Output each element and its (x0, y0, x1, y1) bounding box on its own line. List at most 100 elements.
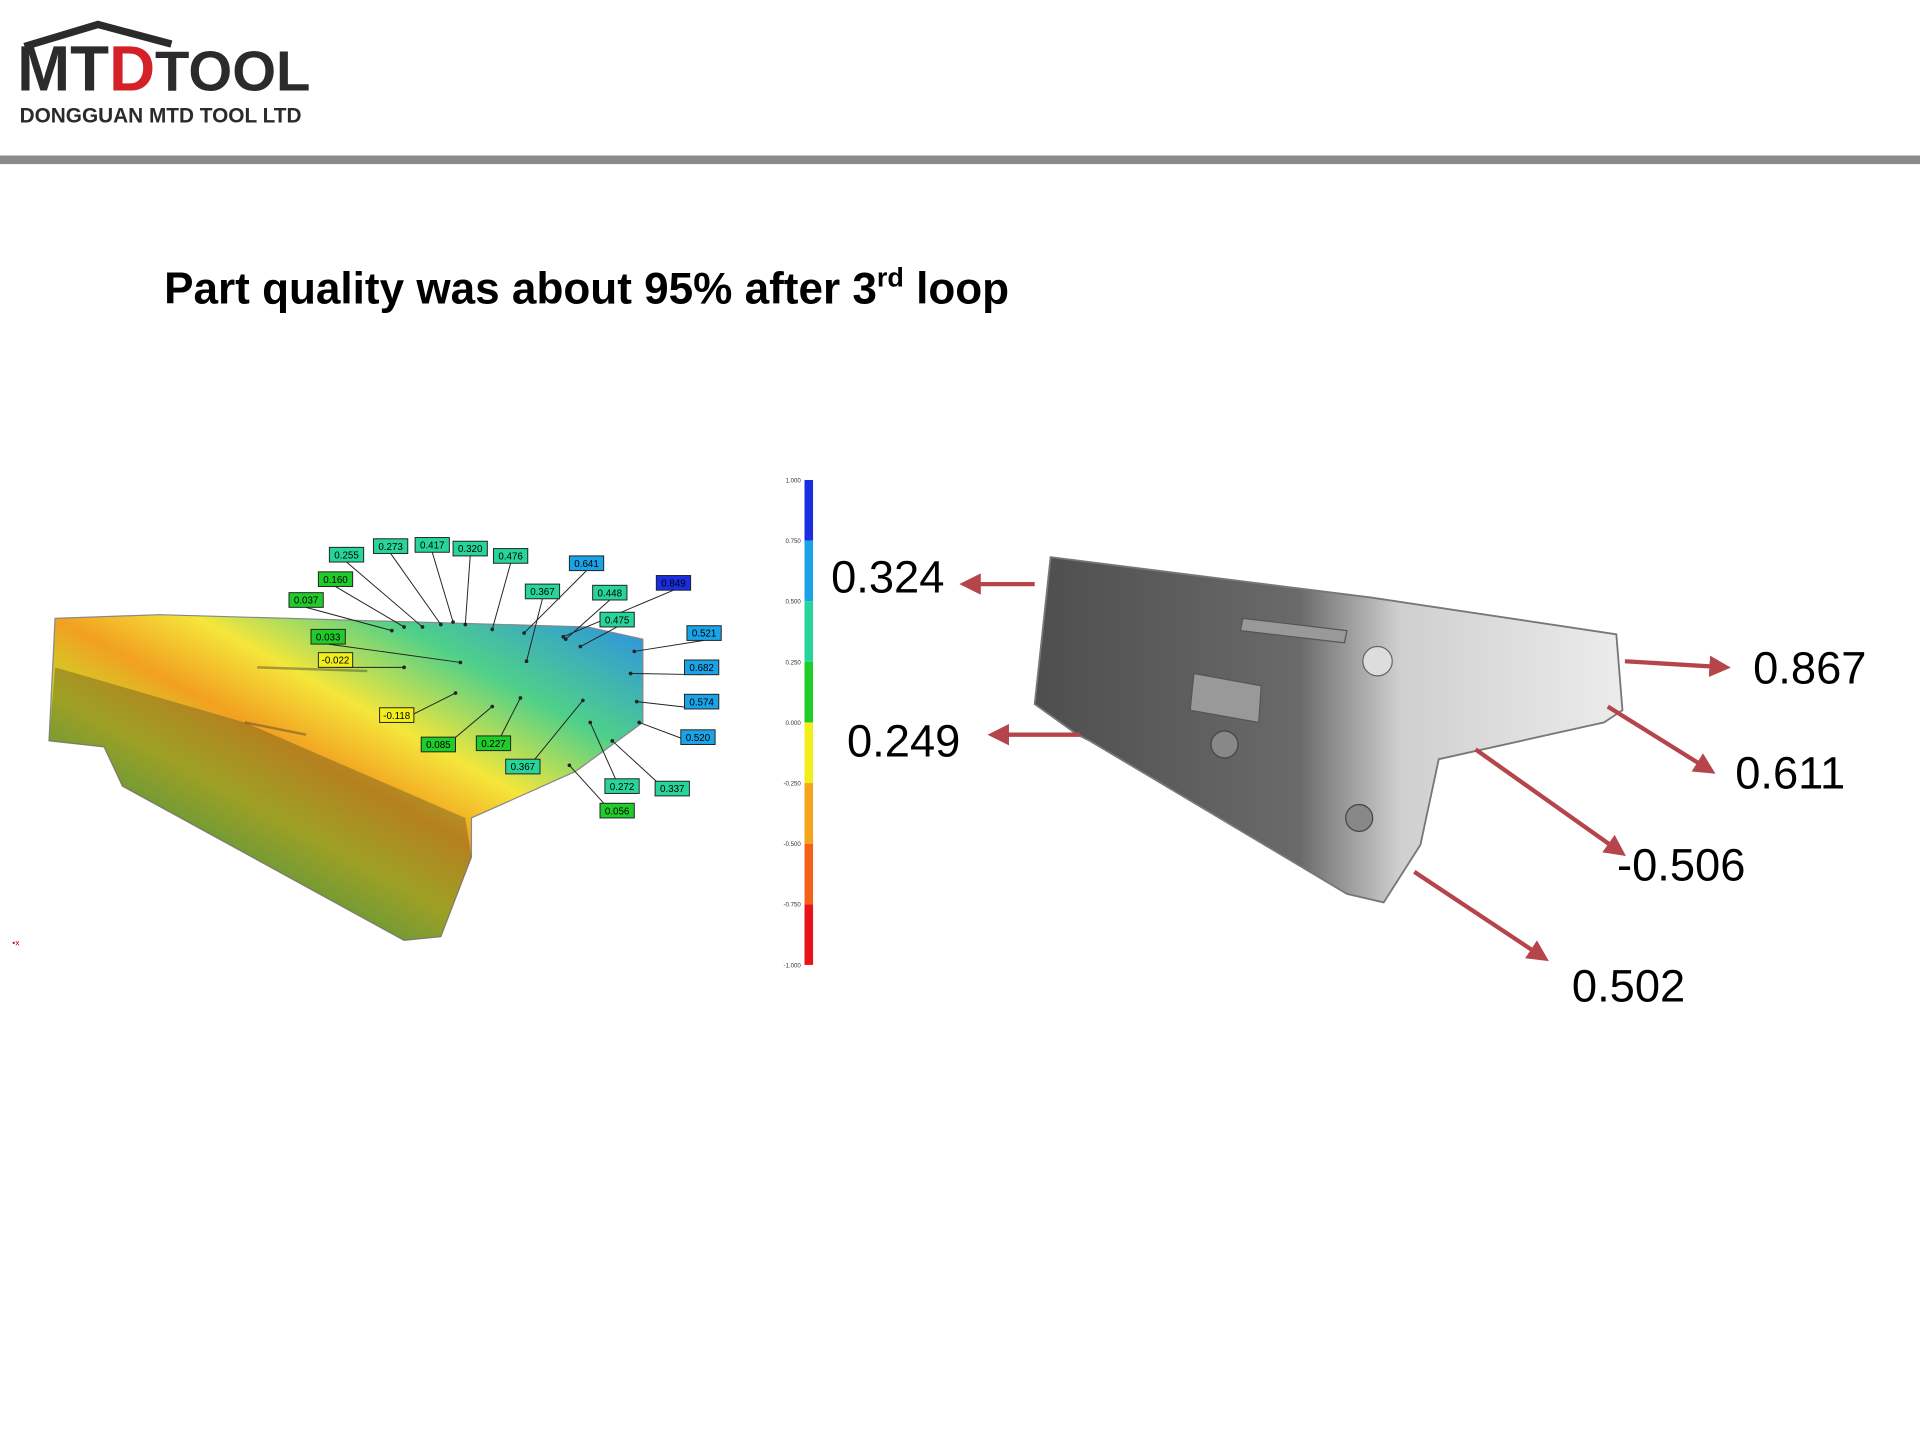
callout-box (414, 537, 450, 553)
scale-band (804, 722, 814, 784)
logo: MTDTOOL (17, 34, 310, 105)
scale-tick-label: 0.250 (786, 659, 802, 666)
leader-point (567, 763, 572, 768)
leader-line (580, 626, 618, 647)
leader-point (628, 671, 633, 676)
callout-box (654, 780, 690, 797)
callout-box (680, 729, 716, 745)
leader-line (491, 563, 512, 630)
callout-arrow (1624, 655, 1731, 678)
callout-value: -0.506 (1617, 839, 1745, 890)
scale-tick-label: -0.250 (783, 781, 801, 788)
callout-box (452, 540, 488, 557)
leader-line (335, 586, 405, 628)
callout-box (288, 592, 324, 608)
callout-label: 0.574 (689, 697, 714, 708)
callout-box (420, 736, 456, 753)
leader-point (522, 631, 526, 635)
title-text: Part quality was about 95% after 3 (164, 265, 877, 314)
callout-value: 0.502 (1572, 961, 1685, 1012)
leader-line (328, 643, 461, 663)
slide-title: Part quality was about 95% after 3rd loo… (164, 263, 1009, 314)
leader-line (565, 599, 611, 640)
header-rule (0, 155, 1920, 165)
scale-tick-label: -0.500 (783, 841, 801, 848)
scale-band (804, 843, 814, 905)
callout-label: 0.056 (605, 806, 630, 817)
scale-tick-label: 0.750 (786, 538, 802, 545)
leader-point (524, 659, 529, 664)
leader-point (581, 698, 585, 703)
scale-tick-label: -0.750 (783, 902, 801, 909)
axis-marker: •x (12, 937, 20, 947)
leader-point (490, 627, 495, 632)
callout-label: 0.476 (498, 552, 523, 563)
logo-word: TOOL (155, 40, 310, 103)
scale-band (804, 480, 814, 541)
leader-line (464, 555, 471, 625)
callout-box (686, 625, 722, 641)
leader-point (578, 644, 583, 649)
callout-label: 0.367 (511, 762, 535, 773)
callout-box (317, 652, 354, 668)
callout-label: 0.367 (530, 587, 554, 598)
leader-point (458, 660, 463, 665)
callout-box (599, 611, 635, 628)
scale-band (804, 783, 814, 844)
leader-point (637, 720, 642, 725)
callout-value: 0.867 (1753, 642, 1866, 693)
leader-point (561, 634, 566, 639)
part-hole (1345, 803, 1374, 833)
leader-point (402, 625, 406, 629)
part-shadow (48, 667, 472, 941)
callout-label: 0.033 (316, 632, 341, 643)
title-superscript: rd (877, 263, 904, 293)
scale-tick-label: 0.000 (786, 720, 802, 727)
callout-box (492, 548, 529, 564)
logo-mark: MT (17, 34, 109, 105)
callout-box (568, 555, 605, 572)
scale-tick-label: 1.000 (786, 477, 802, 484)
callout-box (599, 802, 635, 819)
color-scale: 1.000 0.750 0.500 0.250 0.000 -0.250 -0.500 -0.… (783, 477, 814, 969)
leader-point (518, 696, 523, 700)
deviation-map (48, 614, 644, 942)
leader-point (438, 622, 443, 627)
callout-label: 0.417 (420, 541, 444, 552)
leader-line (305, 606, 392, 632)
part-hole (1210, 730, 1239, 759)
callout-label: 0.273 (378, 542, 403, 553)
callout-label: 0.272 (610, 782, 634, 793)
leader-line (390, 553, 442, 625)
leader-point (390, 628, 394, 633)
callout-value: 0.324 (831, 552, 944, 603)
company-name: DONGGUAN MTD TOOL LTD (20, 104, 302, 127)
leader-line (431, 552, 454, 623)
callout-box (684, 693, 720, 710)
callout-box (310, 628, 346, 645)
title-suffix: loop (904, 265, 1009, 314)
callout-box (505, 758, 541, 775)
scale-band (804, 904, 814, 965)
callout-label: -0.022 (322, 656, 350, 667)
callout-label: -0.118 (383, 711, 411, 722)
callout-box (317, 571, 354, 588)
leader-point (402, 665, 406, 670)
leader-line (523, 570, 587, 634)
callout-box (475, 735, 512, 752)
callout-box (655, 575, 692, 591)
logo-accent: D (109, 34, 155, 105)
callout-label: 0.849 (661, 579, 685, 590)
callout-arrow (1413, 870, 1549, 962)
leader-point (610, 738, 615, 743)
scale-tick-label: 0.500 (786, 599, 802, 606)
callout-arrow (1474, 747, 1626, 856)
callout-value: 0.249 (847, 716, 960, 767)
callout-label: 0.521 (692, 629, 716, 640)
leader-point (634, 699, 639, 704)
callout-box (379, 707, 415, 723)
callout-box (604, 778, 640, 794)
callout-label: 0.255 (334, 550, 359, 561)
